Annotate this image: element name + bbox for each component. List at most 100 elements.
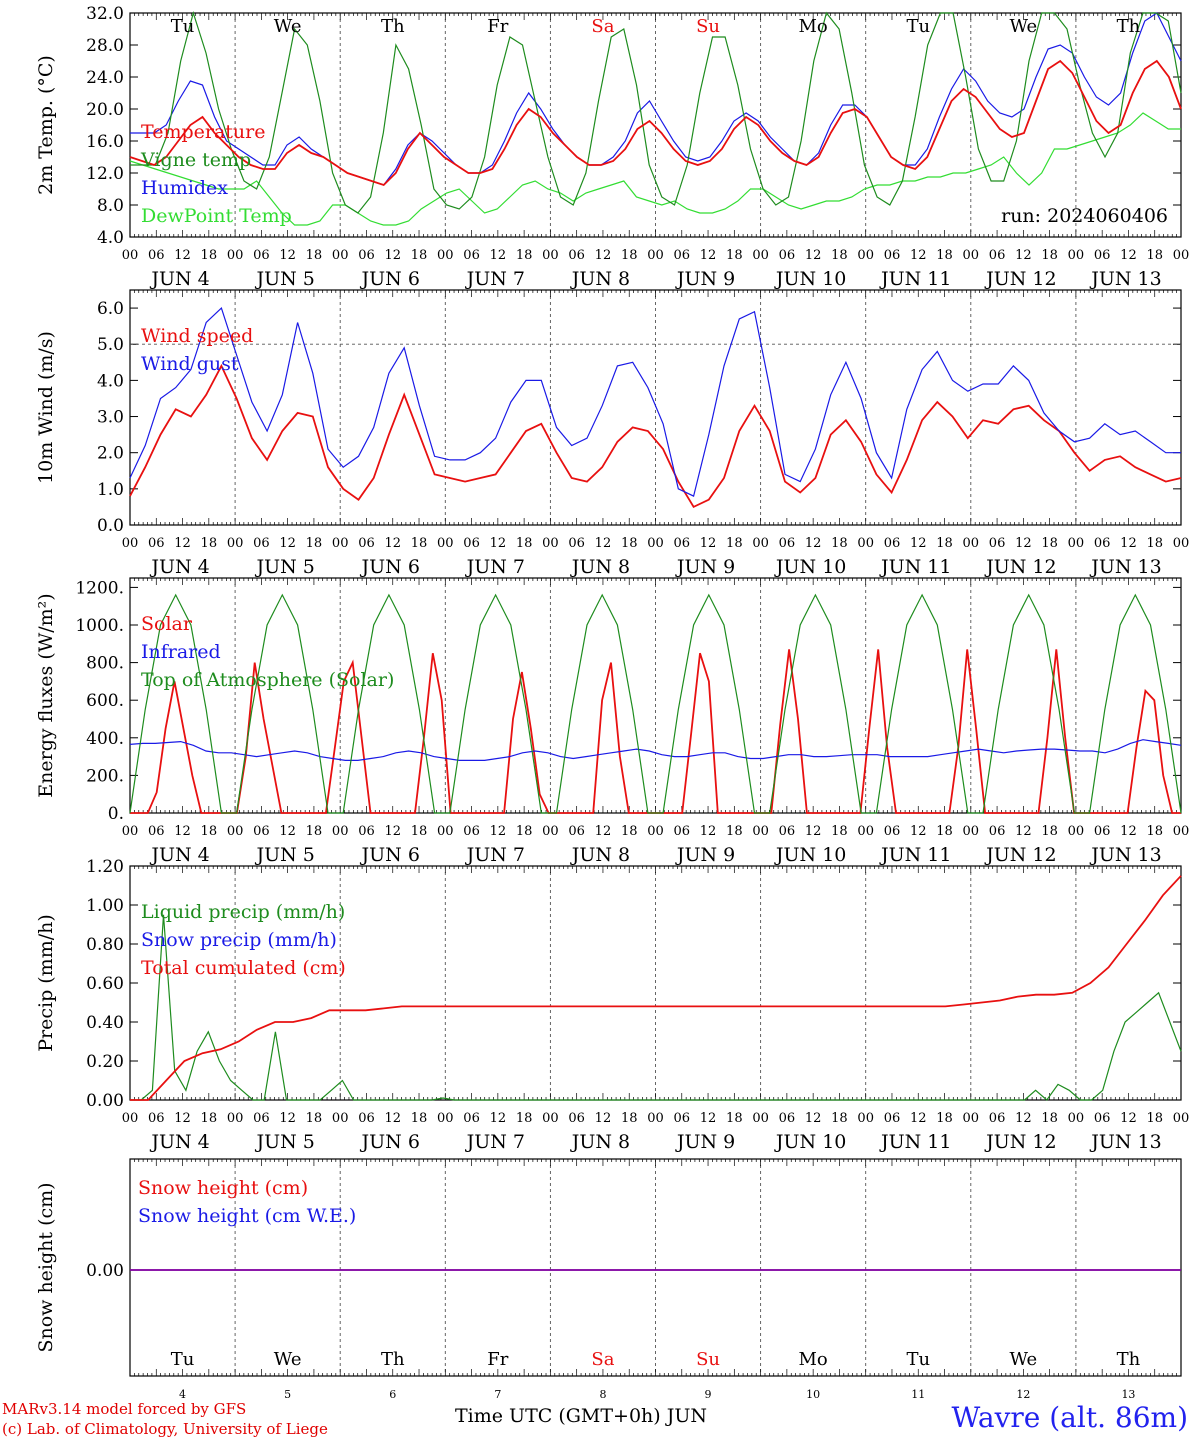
hour-label: 12 (805, 248, 822, 263)
hour-label: 18 (1041, 536, 1058, 551)
day-label: JUN 7 (465, 556, 525, 578)
hour-label: 00 (332, 536, 349, 551)
day-number: 12 (1016, 1388, 1030, 1401)
y-axis-label: Precip (mm/h) (35, 914, 57, 1052)
day-label: JUN 13 (1089, 1131, 1161, 1153)
day-label: JUN 10 (774, 844, 846, 866)
y-tick-label: 5.0 (97, 335, 124, 355)
day-label: JUN 5 (254, 556, 314, 578)
hour-label: 18 (411, 536, 428, 551)
hour-label: 06 (674, 1111, 691, 1126)
hour-label: 12 (384, 536, 401, 551)
hour-label: 06 (674, 248, 691, 263)
y-tick-label: 800. (86, 654, 124, 674)
legend-entry: Wind speed (141, 325, 253, 347)
legend-entry: Humidex (141, 177, 228, 199)
hour-label: 18 (1041, 1111, 1058, 1126)
legend-entry: Snow height (cm W.E.) (138, 1205, 356, 1227)
hour-label: 18 (726, 536, 743, 551)
day-label: JUN 10 (774, 556, 846, 578)
day-label: JUN 13 (1089, 556, 1161, 578)
day-number: 13 (1121, 1388, 1135, 1401)
hour-label: 06 (253, 248, 270, 263)
day-label: JUN 5 (254, 268, 314, 290)
hour-label: 12 (174, 248, 191, 263)
series-line-infrared (129, 739, 1182, 761)
hour-label: 18 (1041, 248, 1058, 263)
hour-label: 06 (358, 824, 375, 839)
hour-label: 06 (989, 248, 1006, 263)
day-number: 10 (806, 1388, 820, 1401)
weekday-label: Th (381, 1349, 405, 1370)
hour-label: 06 (568, 824, 585, 839)
hour-label: 18 (201, 248, 218, 263)
hour-label: 06 (884, 536, 901, 551)
legend-entry: Snow precip (mm/h) (141, 929, 337, 951)
hour-label: 18 (1041, 824, 1058, 839)
legend-entry: Total cumulated (cm) (141, 957, 346, 979)
y-tick-label: 28.0 (86, 36, 124, 56)
hour-label: 18 (726, 1111, 743, 1126)
hour-label: 06 (253, 824, 270, 839)
day-number: 11 (911, 1388, 925, 1401)
day-label: JUN 11 (879, 268, 951, 290)
series-line-liquid-precip-mm-h- (130, 914, 1182, 1101)
hour-label: 06 (884, 824, 901, 839)
hour-label: 06 (884, 1111, 901, 1126)
hour-label: 06 (568, 1111, 585, 1126)
hour-label: 12 (805, 824, 822, 839)
weekday-label: We (1010, 16, 1038, 37)
weekday-label: Th (381, 16, 405, 37)
run-annotation: run: 2024060406 (1001, 205, 1168, 227)
hour-label: 12 (1015, 1111, 1032, 1126)
hour-label: 00 (122, 1111, 139, 1126)
hour-label: 12 (1015, 536, 1032, 551)
hour-label: 18 (831, 248, 848, 263)
day-label: JUN 9 (675, 268, 735, 290)
hour-label: 00 (437, 248, 454, 263)
y-tick-label: 1.0 (97, 480, 124, 500)
hour-label: 00 (122, 824, 139, 839)
hour-label: 12 (490, 248, 507, 263)
hour-label: 18 (726, 248, 743, 263)
hour-label: 00 (542, 1111, 559, 1126)
day-label: JUN 10 (774, 268, 846, 290)
hour-label: 06 (1094, 824, 1111, 839)
hour-label: 00 (647, 1111, 664, 1126)
hour-label: 12 (490, 1111, 507, 1126)
series-line-wind-speed (129, 363, 1182, 509)
y-tick-label: 16.0 (86, 132, 124, 152)
hour-label: 06 (463, 824, 480, 839)
hour-label: 18 (1146, 536, 1163, 551)
day-label: JUN 9 (675, 844, 735, 866)
hour-label: 18 (621, 824, 638, 839)
hour-label: 12 (174, 536, 191, 551)
day-label: JUN 4 (149, 556, 209, 578)
day-label: JUN 8 (570, 268, 630, 290)
weekday-label: Th (1117, 16, 1141, 37)
hour-label: 12 (1120, 248, 1137, 263)
hour-label: 18 (831, 1111, 848, 1126)
weekday-label: Tu (906, 16, 930, 37)
hour-label: 12 (384, 1111, 401, 1126)
day-label: JUN 13 (1089, 844, 1161, 866)
hour-label: 18 (1146, 824, 1163, 839)
hour-label: 12 (1120, 536, 1137, 551)
y-tick-label: 1.20 (86, 857, 124, 877)
hour-label: 12 (595, 824, 612, 839)
day-label: JUN 13 (1089, 268, 1161, 290)
hour-label: 00 (542, 824, 559, 839)
hour-label: 12 (174, 824, 191, 839)
hour-label: 18 (201, 1111, 218, 1126)
hour-label: 12 (490, 536, 507, 551)
day-label: JUN 5 (254, 1131, 314, 1153)
hour-label: 18 (831, 824, 848, 839)
day-label: JUN 12 (984, 556, 1056, 578)
hour-label: 12 (174, 1111, 191, 1126)
day-label: JUN 8 (570, 844, 630, 866)
hour-label: 06 (253, 1111, 270, 1126)
panel-5 (129, 1158, 1182, 1377)
hour-label: 00 (542, 536, 559, 551)
legend-entry: Solar (141, 613, 193, 635)
